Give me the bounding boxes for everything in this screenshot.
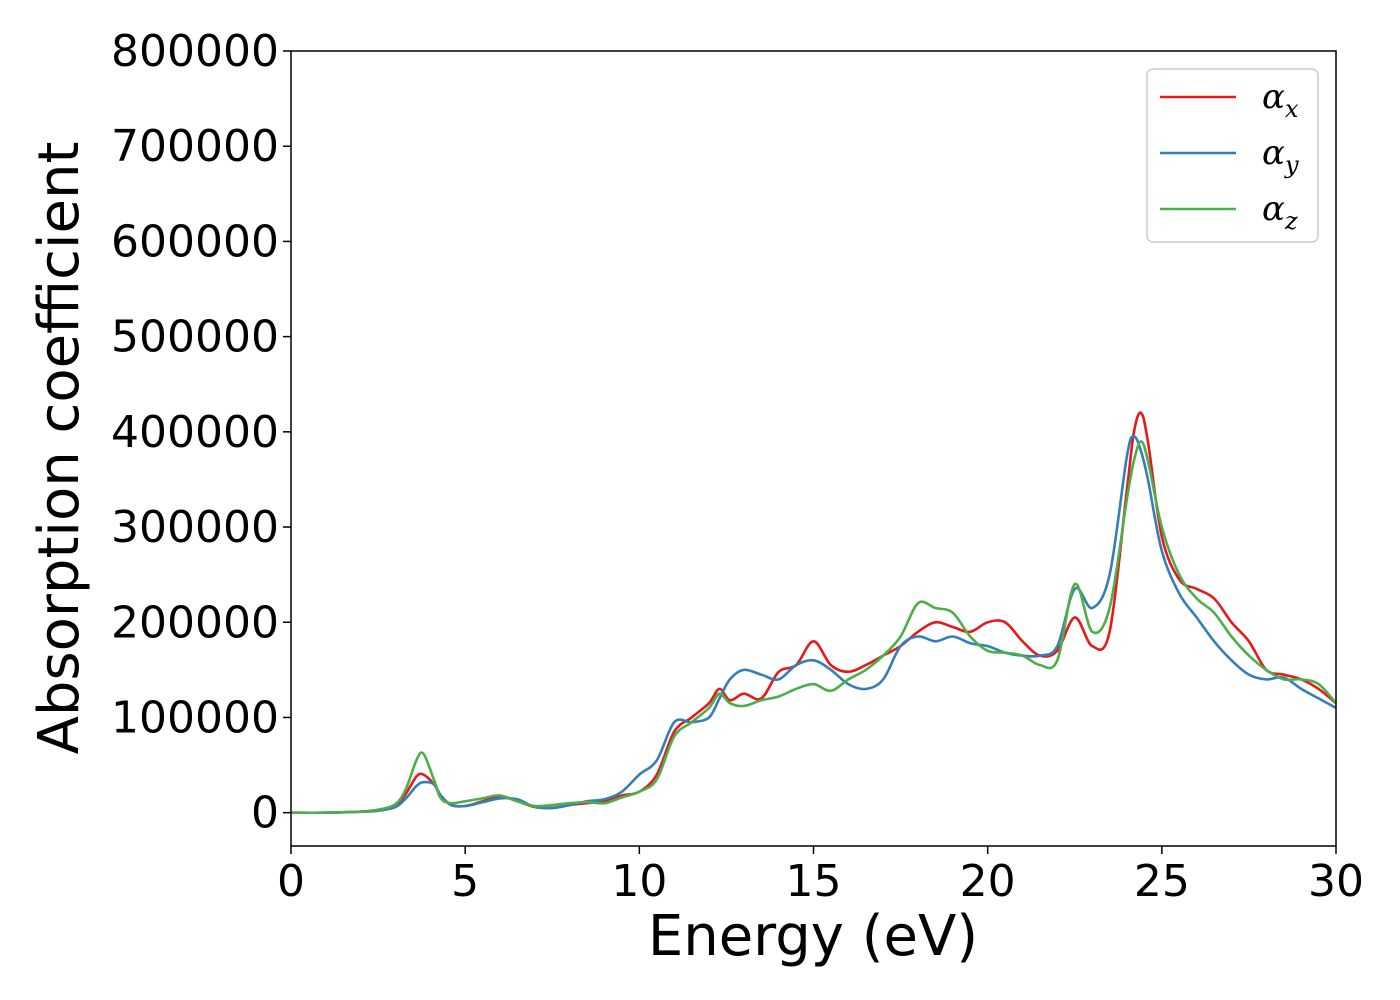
x-tick-label: 5 [451, 856, 479, 907]
legend-label-z: αz [1262, 189, 1298, 235]
x-tick-label: 30 [1308, 856, 1364, 907]
y-tick-label: 400000 [111, 407, 279, 458]
y-axis-ticks: 0 100000 200000 300000 400000 500000 600000 700… [111, 26, 291, 839]
y-tick-label: 200000 [111, 597, 279, 648]
y-tick-label: 800000 [111, 26, 279, 77]
legend-box [1146, 68, 1319, 243]
x-tick-label: 15 [786, 856, 842, 907]
series-line-alpha-z [290, 440, 1337, 815]
x-axis-title: Energy (eV) [648, 904, 978, 969]
legend-label-y: αy [1262, 133, 1299, 179]
x-tick-label: 0 [277, 856, 305, 907]
y-tick-label: 0 [251, 788, 279, 839]
y-tick-label: 100000 [111, 692, 279, 743]
legend-label-x: αx [1262, 77, 1299, 123]
y-tick-label: 300000 [111, 502, 279, 553]
y-tick-label: 600000 [111, 216, 279, 267]
x-tick-label: 25 [1134, 856, 1190, 907]
y-tick-label: 700000 [111, 121, 279, 172]
x-axis-ticks: 0 5 10 15 20 25 30 [277, 846, 1364, 907]
x-tick-label: 20 [960, 856, 1016, 907]
series-lines [290, 411, 1337, 815]
legend: αx αy αz [1146, 68, 1319, 243]
x-tick-label: 10 [611, 856, 667, 907]
series-line-alpha-x [290, 411, 1337, 815]
y-axis-title: Absorption coefficient [27, 142, 92, 755]
plot-frame [290, 50, 1337, 847]
series-line-alpha-y [290, 435, 1337, 815]
y-tick-label: 500000 [111, 312, 279, 363]
